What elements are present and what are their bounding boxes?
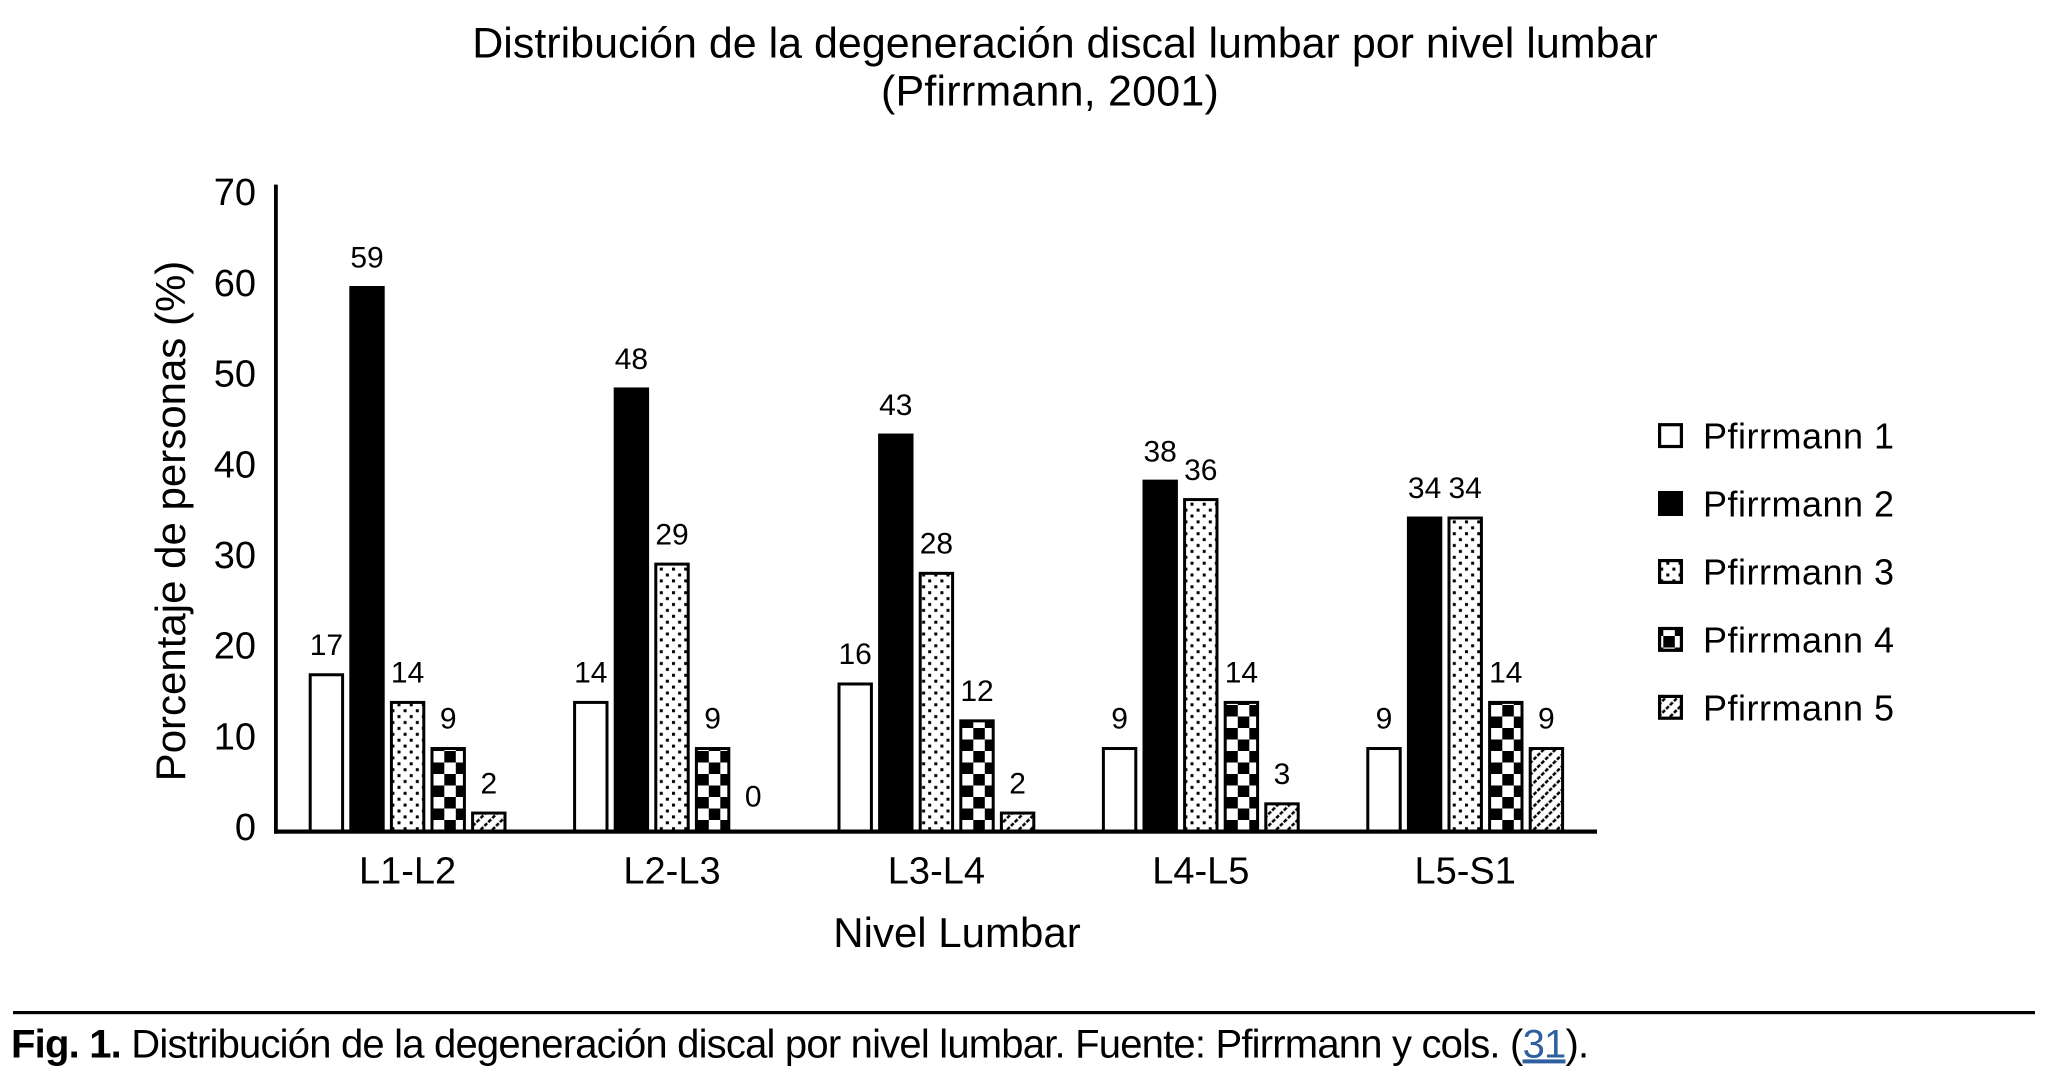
svg-text:2: 2: [1009, 767, 1026, 800]
svg-text:16: 16: [839, 638, 872, 671]
svg-text:43: 43: [879, 389, 912, 422]
svg-text:20: 20: [214, 626, 256, 668]
svg-text:38: 38: [1144, 435, 1177, 468]
svg-text:17: 17: [310, 629, 343, 662]
svg-text:34: 34: [1449, 472, 1482, 505]
svg-text:70: 70: [214, 172, 256, 214]
svg-text:L3-L4: L3-L4: [888, 850, 985, 892]
svg-text:28: 28: [920, 528, 953, 561]
svg-text:9: 9: [704, 703, 721, 736]
svg-text:L5-S1: L5-S1: [1414, 850, 1515, 892]
svg-text:0: 0: [235, 807, 256, 849]
svg-text:(Pfirrmann, 2001): (Pfirrmann, 2001): [881, 68, 1219, 116]
svg-text:9: 9: [440, 703, 457, 736]
svg-text:L2-L3: L2-L3: [623, 850, 720, 892]
svg-text:9: 9: [1376, 703, 1393, 736]
svg-text:2: 2: [480, 767, 497, 800]
svg-text:40: 40: [214, 444, 256, 486]
svg-text:29: 29: [655, 518, 688, 551]
svg-text:Pfirrmann 3: Pfirrmann 3: [1703, 552, 1895, 593]
svg-text:Pfirrmann 1: Pfirrmann 1: [1703, 416, 1895, 457]
svg-text:34: 34: [1408, 472, 1441, 505]
svg-text:30: 30: [214, 535, 256, 577]
svg-text:12: 12: [960, 675, 993, 708]
svg-text:10: 10: [214, 716, 256, 758]
svg-text:14: 14: [574, 657, 607, 690]
svg-text:L4-L5: L4-L5: [1152, 850, 1249, 892]
svg-text:Pfirrmann 4: Pfirrmann 4: [1703, 619, 1895, 660]
svg-text:Porcentaje de personas (%): Porcentaje de personas (%): [147, 261, 194, 782]
svg-text:36: 36: [1184, 454, 1217, 487]
svg-text:48: 48: [615, 343, 648, 376]
svg-text:60: 60: [214, 263, 256, 305]
svg-text:50: 50: [214, 354, 256, 396]
svg-text:9: 9: [1111, 703, 1128, 736]
svg-text:9: 9: [1538, 703, 1555, 736]
svg-text:Distribución de la degeneració: Distribución de la degeneración discal l…: [472, 20, 1658, 68]
svg-text:14: 14: [1225, 657, 1258, 690]
svg-text:L1-L2: L1-L2: [359, 850, 456, 892]
svg-text:14: 14: [1489, 657, 1522, 690]
svg-text:Pfirrmann 2: Pfirrmann 2: [1703, 484, 1895, 525]
svg-text:3: 3: [1274, 758, 1291, 791]
svg-text:14: 14: [391, 657, 424, 690]
svg-text:0: 0: [745, 781, 762, 814]
svg-text:59: 59: [350, 242, 383, 275]
svg-text:Nivel Lumbar: Nivel Lumbar: [833, 909, 1080, 956]
svg-text:Pfirrmann 5: Pfirrmann 5: [1703, 687, 1895, 728]
svg-text:Fig. 1. Distribución de la deg: Fig. 1. Distribución de la degeneración …: [11, 1022, 1588, 1066]
